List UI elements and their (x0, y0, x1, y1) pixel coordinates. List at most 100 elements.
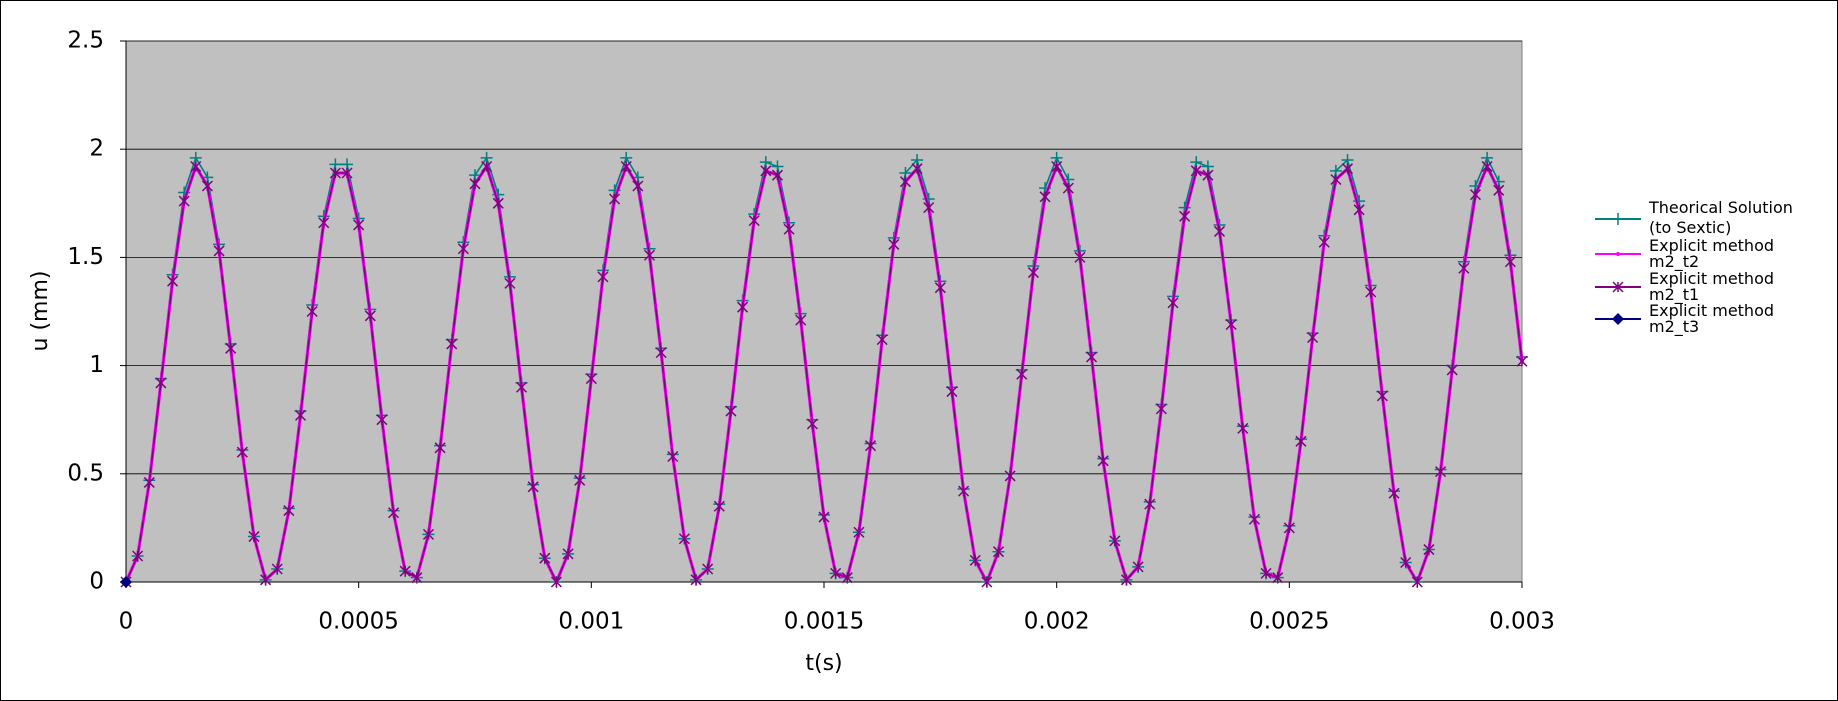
marker-shape (946, 386, 958, 398)
marker (376, 414, 388, 426)
marker (1086, 351, 1098, 363)
marker-shape (574, 474, 586, 486)
marker-shape (446, 338, 458, 350)
marker-shape (1616, 252, 1620, 256)
marker-shape (1039, 191, 1051, 203)
marker (236, 446, 248, 458)
marker-shape (527, 481, 539, 493)
marker (783, 223, 795, 235)
marker-shape (597, 271, 609, 283)
marker (1318, 236, 1330, 248)
marker-shape (562, 548, 574, 560)
marker-shape (1144, 498, 1156, 510)
legend-label: Explicit method m2_t3 (1649, 301, 1775, 336)
marker (283, 505, 295, 517)
marker (1458, 262, 1470, 274)
marker-shape (1120, 574, 1133, 586)
marker (655, 347, 667, 359)
marker (888, 238, 900, 250)
marker-shape (1318, 236, 1330, 248)
marker (1074, 251, 1086, 263)
marker-shape (667, 450, 679, 463)
marker (190, 160, 202, 173)
marker (702, 563, 714, 575)
marker (1616, 252, 1620, 256)
marker-shape (1493, 184, 1505, 196)
marker-shape (353, 219, 365, 231)
y-tick-label: 1 (89, 352, 104, 378)
marker (1493, 184, 1505, 196)
marker (155, 377, 167, 389)
marker-shape (1341, 163, 1354, 175)
marker-shape (1388, 487, 1400, 499)
marker (678, 533, 690, 545)
marker (539, 552, 551, 564)
marker-shape (783, 223, 795, 235)
marker (1179, 210, 1191, 222)
marker (1400, 556, 1412, 569)
marker-shape (1004, 470, 1016, 482)
marker-shape (748, 215, 760, 227)
marker-shape (1190, 165, 1202, 177)
marker (725, 405, 737, 417)
marker (667, 450, 679, 463)
marker (213, 245, 225, 257)
marker (1237, 422, 1249, 434)
marker (469, 178, 481, 190)
marker-shape (1516, 355, 1528, 367)
marker-shape (1086, 351, 1098, 363)
marker-shape (771, 169, 783, 181)
marker (481, 160, 493, 173)
marker (574, 474, 586, 486)
marker (690, 574, 702, 586)
marker-shape (225, 342, 237, 354)
marker-shape (1109, 535, 1121, 547)
marker (341, 167, 353, 179)
marker (643, 249, 656, 261)
marker (1016, 368, 1028, 380)
marker (132, 550, 144, 562)
marker (934, 282, 946, 294)
marker (516, 381, 528, 393)
marker (1353, 204, 1365, 216)
marker-shape (1435, 466, 1447, 478)
x-tick-label: 0 (119, 609, 134, 635)
legend-label: Explicit method m2_t2 (1649, 236, 1775, 271)
marker-shape (539, 552, 551, 564)
marker (1612, 213, 1624, 225)
marker (1376, 390, 1388, 402)
marker (1272, 572, 1284, 584)
marker (260, 574, 272, 586)
marker-shape (190, 160, 202, 173)
marker-shape (1458, 262, 1470, 274)
marker-shape (1469, 189, 1482, 201)
marker (1225, 318, 1237, 331)
marker (818, 511, 830, 523)
marker (411, 572, 423, 584)
marker-shape (260, 574, 272, 586)
marker-shape (1260, 567, 1272, 579)
marker-shape (283, 505, 295, 517)
marker-shape (364, 310, 376, 322)
marker (620, 160, 632, 173)
marker-shape (981, 576, 993, 588)
marker-shape (1167, 297, 1179, 309)
marker-shape (1446, 364, 1458, 376)
marker-shape (1423, 544, 1435, 556)
marker-shape (958, 485, 970, 497)
marker-shape (1612, 281, 1624, 293)
marker-shape (271, 563, 283, 575)
marker-shape (236, 446, 248, 458)
marker (1423, 544, 1435, 556)
marker (562, 548, 574, 560)
marker (1190, 165, 1202, 177)
marker-shape (888, 238, 900, 250)
marker (248, 531, 260, 543)
marker (1365, 286, 1377, 298)
marker-shape (702, 563, 714, 575)
marker (1132, 561, 1144, 573)
marker-shape (923, 202, 935, 214)
marker (969, 554, 981, 566)
marker-shape (737, 301, 749, 313)
